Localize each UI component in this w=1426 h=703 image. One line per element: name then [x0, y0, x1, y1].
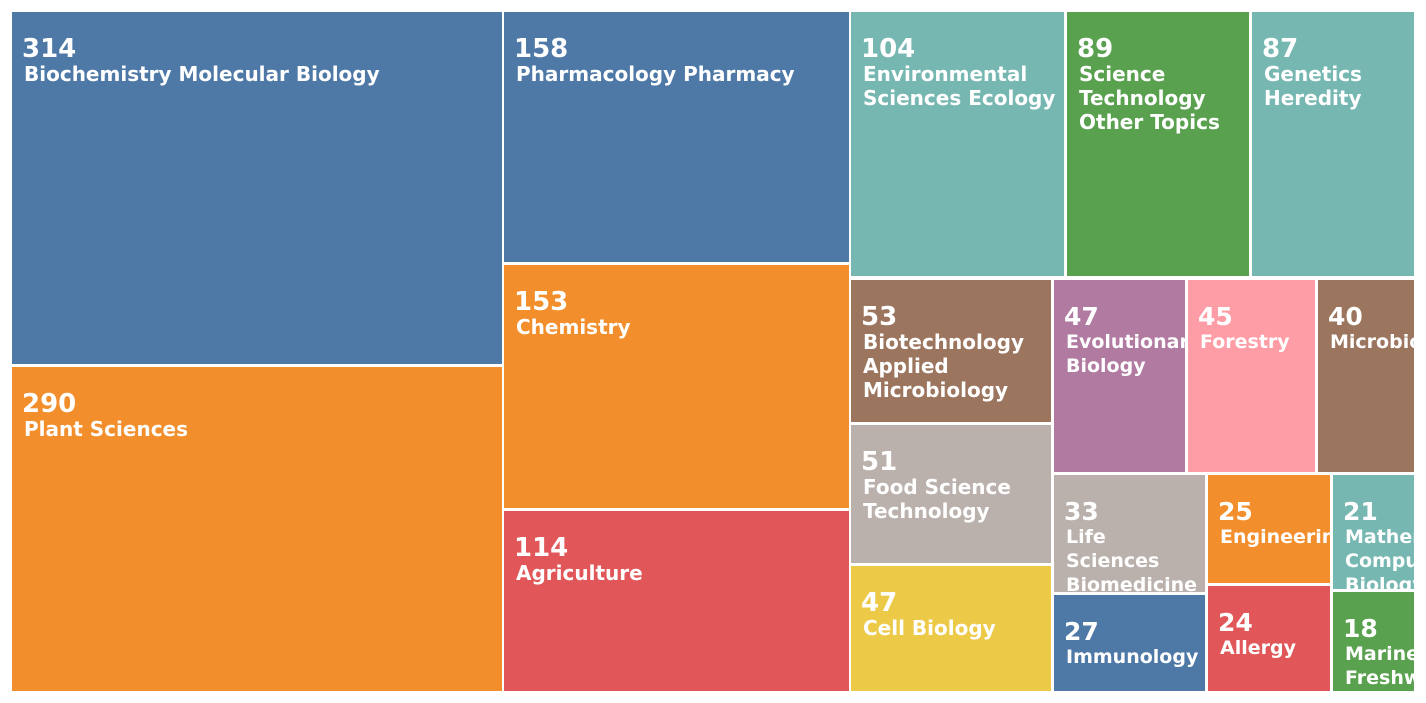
tile-label: Engineering — [1220, 526, 1330, 548]
tile-value: 47 — [861, 588, 898, 618]
tile-value: 314 — [22, 34, 77, 64]
treemap-tile-genetics-heredity: 87 Genetics Heredity — [1252, 12, 1414, 276]
tile-value: 47 — [1064, 302, 1099, 331]
tile-label: Food Science Technology — [863, 475, 1011, 523]
tile-value: 153 — [514, 287, 569, 317]
tile-label: Genetics Heredity — [1264, 62, 1362, 110]
treemap-tile-food-science-technology: 51 Food Science Technology — [851, 425, 1051, 563]
tile-value: 25 — [1218, 497, 1253, 526]
tile-label: Cell Biology — [863, 616, 996, 640]
treemap-tile-environmental-sciences-ecology: 104 Environmental Sciences Ecology — [851, 12, 1064, 276]
tile-label: Immunology — [1066, 646, 1199, 668]
tile-label: Life Sciences Biomedicine Other Topics — [1066, 526, 1198, 592]
tile-value: 114 — [514, 533, 569, 563]
treemap-tile-agriculture: 114 Agriculture — [504, 511, 849, 691]
treemap-tile-allergy: 24 Allergy — [1208, 586, 1330, 691]
tile-label: Biotechnology Applied Microbiology — [863, 330, 1024, 402]
treemap-tile-chemistry: 153 Chemistry — [504, 265, 849, 508]
tile-label: Evolutionary Biology — [1066, 331, 1185, 377]
tile-value: 33 — [1064, 497, 1099, 526]
tile-value: 104 — [861, 34, 916, 64]
tile-label: Environmental Sciences Ecology — [863, 62, 1056, 110]
treemap-tile-plant-sciences: 290 Plant Sciences — [12, 367, 502, 691]
tile-value: 40 — [1328, 302, 1363, 331]
treemap-tile-science-technology-other-topics: 89 Science Technology Other Topics — [1067, 12, 1249, 276]
tile-label: Chemistry — [516, 315, 631, 339]
tile-label: Agriculture — [516, 561, 643, 585]
tile-value: 87 — [1262, 34, 1299, 64]
tile-label: Pharmacology Pharmacy — [516, 62, 795, 86]
tile-value: 21 — [1343, 497, 1378, 526]
treemap-tile-biotechnology-applied-microbiology: 53 Biotechnology Applied Microbiology — [851, 280, 1051, 422]
tile-value: 158 — [514, 34, 569, 64]
treemap-tile-cell-biology: 47 Cell Biology — [851, 566, 1051, 691]
tile-value: 53 — [861, 302, 898, 332]
tile-value: 24 — [1218, 608, 1253, 637]
tile-value: 51 — [861, 447, 898, 477]
tile-value: 27 — [1064, 617, 1099, 646]
treemap-tile-mathematical-computational-biology: 21Mathematical Computational Biology — [1333, 475, 1414, 589]
tile-label: Forestry — [1200, 331, 1290, 353]
tile-label: Mathematical Computational Biology — [1345, 526, 1414, 589]
treemap-tile-biochemistry-molecular-biology: 314 Biochemistry Molecular Biology — [12, 12, 502, 364]
treemap-tile-microbiology: 40Microbiology — [1318, 280, 1414, 472]
treemap-tile-engineering: 25Engineering — [1208, 475, 1330, 583]
treemap-tile-evolutionary-biology: 47Evolutionary Biology — [1054, 280, 1185, 472]
treemap-tile-immunology: 27 Immunology — [1054, 595, 1205, 691]
tile-label: Microbiology — [1330, 331, 1414, 353]
treemap-tile-pharmacology-pharmacy: 158 Pharmacology Pharmacy — [504, 12, 849, 262]
treemap-tile-forestry: 45 Forestry — [1188, 280, 1315, 472]
tile-value: 45 — [1198, 302, 1233, 331]
tile-value: 290 — [22, 389, 77, 419]
tile-label: Allergy — [1220, 637, 1296, 659]
tile-label: Biochemistry Molecular Biology — [24, 62, 380, 86]
tile-label: Marine Freshwater Biology — [1345, 643, 1414, 689]
tile-value: 89 — [1077, 34, 1114, 64]
tile-label: Science Technology Other Topics — [1079, 62, 1220, 134]
tile-label: Plant Sciences — [24, 417, 189, 441]
tile-value: 18 — [1343, 614, 1378, 643]
